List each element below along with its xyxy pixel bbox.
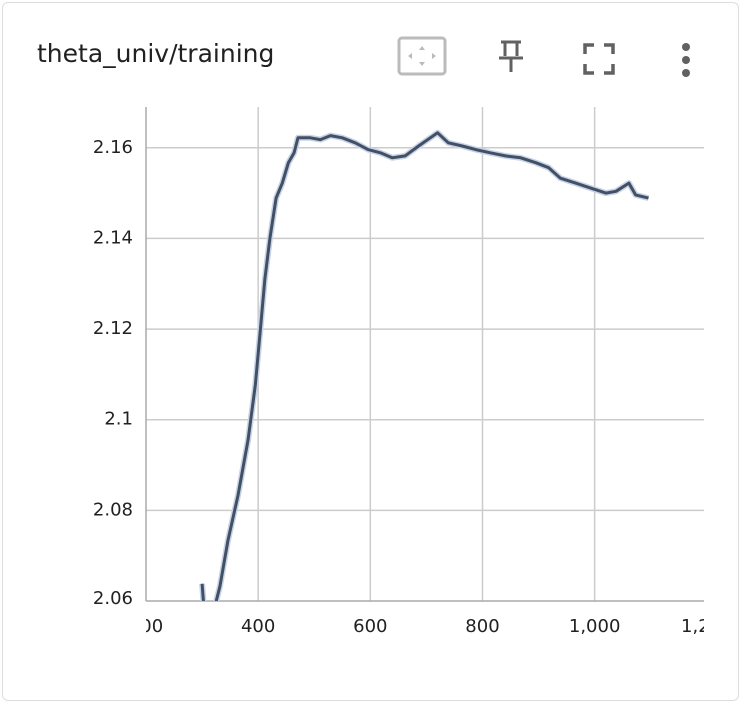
menu-icon[interactable] (682, 43, 690, 77)
line (200, 131, 649, 601)
y-tick-label: 2.08 (93, 499, 133, 520)
pin-icon[interactable] (499, 40, 523, 72)
card: theta_univ/training 200 400 600 800 1,000 1,2… (2, 2, 739, 701)
x-tick-label: 600 (353, 616, 387, 637)
y-tick-label: 2.12 (93, 318, 133, 339)
x-tick-label: 1,200 (681, 616, 733, 637)
y-tick-label: 2.1 (104, 409, 133, 430)
chart: theta_univ/training 200 400 600 800 1,000 1,2… (37, 36, 733, 637)
fit-icon[interactable] (397, 36, 447, 76)
x-tick-label: 1,000 (569, 616, 621, 637)
chart-title: theta_univ/training (37, 39, 274, 68)
x-tick-label: 800 (465, 616, 499, 637)
line-halo (199, 129, 650, 601)
y-tick-label: 2.14 (93, 227, 133, 248)
x-tick-label: 200 (129, 616, 163, 637)
x-tick-label: 400 (241, 616, 275, 637)
fullscreen-icon[interactable] (583, 43, 615, 75)
y-tick-label: 2.16 (93, 137, 133, 158)
y-tick-label: 2.06 (93, 588, 133, 609)
